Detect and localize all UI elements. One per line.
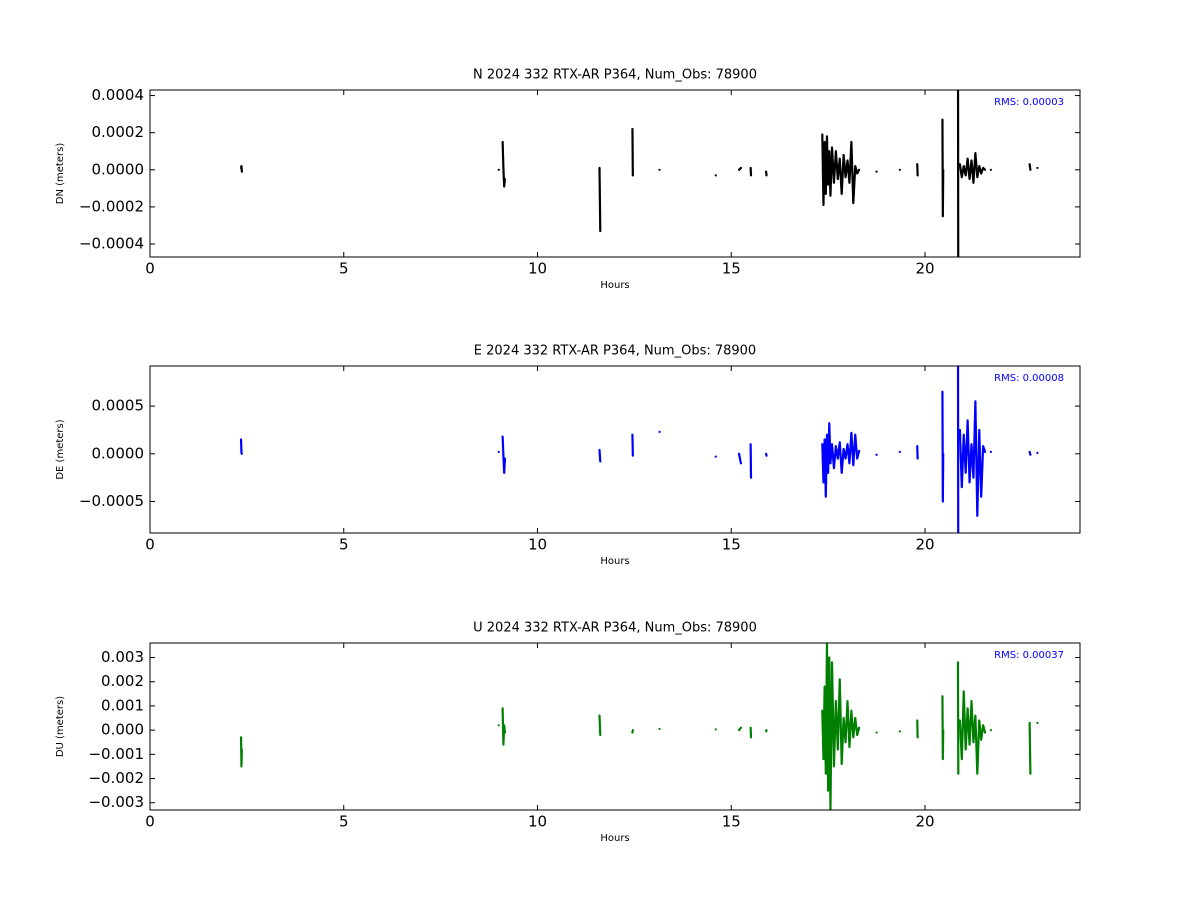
data-line [941, 695, 945, 761]
x-axis-label: Hours [600, 556, 629, 567]
data-line [958, 151, 987, 184]
y-tick-label: 0.0000 [92, 444, 145, 462]
x-tick-label: 0 [145, 260, 155, 278]
data-line [598, 166, 602, 233]
data-line [821, 422, 861, 498]
data-line [1028, 450, 1032, 456]
y-tick-label: 0.001 [101, 696, 144, 714]
y-tick-label: 0.0002 [92, 123, 145, 141]
x-tick-label: 0 [145, 813, 155, 831]
data-line [941, 390, 945, 503]
data-line [1028, 163, 1032, 171]
x-tick-label: 20 [915, 260, 934, 278]
rms-annotation: RMS: 0.00003 [994, 97, 1064, 108]
y-tick-label: 0.002 [101, 672, 144, 690]
data-line [501, 435, 507, 474]
y-tick-label: 0.0004 [92, 86, 145, 104]
data-line [941, 118, 945, 218]
x-tick-label: 20 [915, 813, 934, 831]
axes-frame [149, 365, 1081, 534]
data-line [958, 690, 987, 775]
rms-annotation: RMS: 0.00008 [994, 373, 1064, 384]
y-axis-label: DU (meters) [55, 696, 66, 757]
plot-data [239, 643, 1039, 810]
data-line [737, 452, 743, 465]
x-tick-label: 10 [528, 260, 547, 278]
axes-frame [149, 89, 1081, 258]
y-tick-label: −0.001 [88, 745, 144, 763]
rms-annotation: RMS: 0.00037 [994, 650, 1064, 661]
x-tick-label: 15 [722, 260, 741, 278]
data-line [598, 448, 602, 463]
subplot-title: E 2024 332 RTX-AR P364, Num_Obs: 78900 [474, 344, 756, 359]
y-tick-label: −0.0005 [79, 492, 144, 510]
x-tick-label: 5 [339, 813, 349, 831]
x-tick-label: 10 [528, 813, 547, 831]
data-line [239, 164, 243, 173]
x-tick-label: 5 [339, 536, 349, 554]
data-line [501, 140, 507, 188]
x-tick-label: 10 [528, 536, 547, 554]
data-line [821, 643, 861, 810]
plot-data [239, 366, 1039, 533]
x-tick-label: 15 [722, 813, 741, 831]
data-line [821, 133, 861, 207]
data-line [737, 166, 743, 171]
y-tick-label: 0.0000 [92, 160, 145, 178]
x-axis-label: Hours [600, 280, 629, 291]
x-tick-label: 20 [915, 536, 934, 554]
y-tick-label: −0.002 [88, 769, 144, 787]
x-axis-label: Hours [600, 833, 629, 844]
x-tick-label: 5 [339, 260, 349, 278]
axes-frame [149, 642, 1081, 811]
x-tick-label: 0 [145, 536, 155, 554]
data-line [737, 726, 743, 732]
y-axis-label: DN (meters) [55, 143, 66, 205]
y-tick-label: 0.0005 [92, 397, 145, 415]
data-line [501, 707, 507, 746]
subplot-title: U 2024 332 RTX-AR P364, Num_Obs: 78900 [473, 621, 757, 636]
y-tick-label: 0.000 [101, 721, 144, 739]
x-tick-label: 15 [722, 536, 741, 554]
y-axis-label: DE (meters) [55, 419, 66, 479]
y-tick-label: 0.003 [101, 648, 144, 666]
data-line [239, 736, 243, 768]
data-line [239, 438, 243, 455]
data-line [1028, 721, 1032, 775]
data-line [598, 714, 602, 737]
y-tick-label: −0.0004 [79, 235, 144, 253]
plot-data [239, 90, 1039, 257]
y-tick-label: −0.003 [88, 793, 144, 811]
data-line [958, 400, 987, 517]
y-tick-label: −0.0002 [79, 197, 144, 215]
subplot-title: N 2024 332 RTX-AR P364, Num_Obs: 78900 [473, 68, 757, 83]
